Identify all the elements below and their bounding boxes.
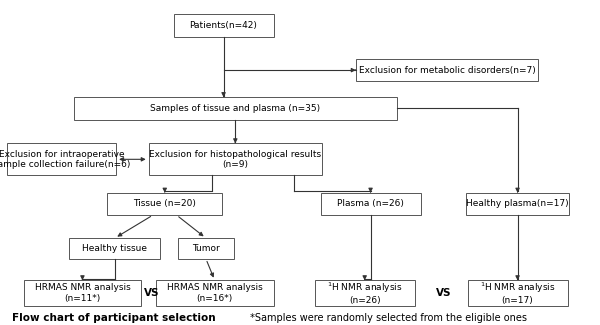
Text: VS: VS	[436, 288, 452, 298]
FancyBboxPatch shape	[178, 238, 234, 259]
FancyBboxPatch shape	[467, 280, 568, 306]
FancyBboxPatch shape	[149, 143, 322, 175]
Text: Exclusion for intraoperative
sample collection failure(n=6): Exclusion for intraoperative sample coll…	[0, 150, 131, 169]
Text: HRMAS NMR analysis
(n=16*): HRMAS NMR analysis (n=16*)	[167, 283, 263, 303]
Text: Exclusion for metabolic disorders(n=7): Exclusion for metabolic disorders(n=7)	[359, 66, 535, 75]
FancyBboxPatch shape	[320, 193, 421, 215]
Text: Exclusion for histopathological results
(n=9): Exclusion for histopathological results …	[149, 150, 322, 169]
Text: $^{1}$H NMR analysis
(n=17): $^{1}$H NMR analysis (n=17)	[480, 281, 556, 306]
Text: Samples of tissue and plasma (n=35): Samples of tissue and plasma (n=35)	[150, 104, 320, 113]
Text: HRMAS NMR analysis
(n=11*): HRMAS NMR analysis (n=11*)	[35, 283, 130, 303]
FancyBboxPatch shape	[314, 280, 415, 306]
FancyBboxPatch shape	[69, 238, 160, 259]
Text: Plasma (n=26): Plasma (n=26)	[337, 200, 404, 208]
FancyBboxPatch shape	[466, 193, 569, 215]
Text: VS: VS	[144, 288, 160, 298]
Text: Healthy tissue: Healthy tissue	[82, 244, 147, 253]
FancyBboxPatch shape	[156, 280, 274, 306]
Text: *Samples were randomly selected from the eligible ones: *Samples were randomly selected from the…	[247, 313, 527, 323]
FancyBboxPatch shape	[173, 14, 274, 37]
Text: Tumor: Tumor	[192, 244, 220, 253]
FancyBboxPatch shape	[74, 97, 397, 120]
FancyBboxPatch shape	[107, 193, 222, 215]
FancyBboxPatch shape	[356, 59, 538, 81]
Text: Patients(n=42): Patients(n=42)	[190, 21, 257, 30]
FancyBboxPatch shape	[7, 143, 116, 175]
FancyBboxPatch shape	[23, 280, 141, 306]
Text: $^{1}$H NMR analysis
(n=26): $^{1}$H NMR analysis (n=26)	[327, 281, 403, 306]
Text: Tissue (n=20): Tissue (n=20)	[133, 200, 196, 208]
Text: Flow chart of participant selection: Flow chart of participant selection	[12, 313, 215, 323]
Text: Healthy plasma(n=17): Healthy plasma(n=17)	[466, 200, 569, 208]
